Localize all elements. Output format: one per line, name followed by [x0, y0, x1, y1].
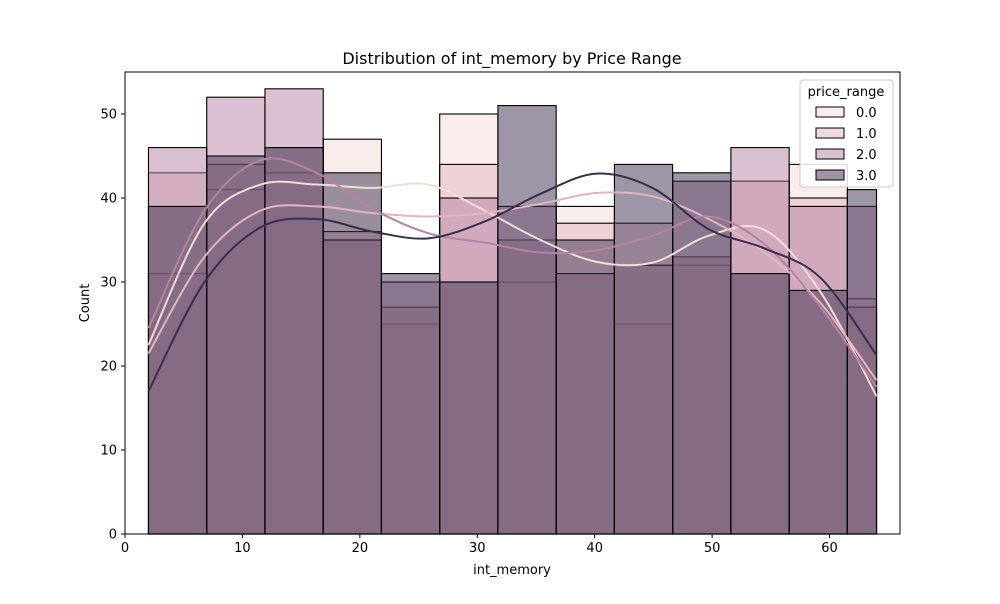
bar-3.0-bin-8: [613, 163, 674, 535]
bar-3.0-bin-0: [147, 205, 208, 535]
legend-swatch-2.0: [815, 148, 845, 160]
x-tick-label-30: 30: [469, 541, 486, 556]
x-tick-label-60: 60: [821, 541, 838, 556]
x-tick-label-0: 0: [121, 541, 129, 556]
kde-line-3.0: [147, 172, 878, 392]
axes-layer: 0 10 20 30 40 50 60 0 10 20 30 40 50: [100, 108, 837, 557]
x-axis-label: int_memory: [473, 563, 551, 578]
kde-line-2.0: [147, 157, 878, 388]
legend-swatch-0.0: [815, 106, 845, 118]
bar-3.0-bin-9: [672, 172, 732, 535]
legend-title: price_range: [808, 85, 885, 100]
bars-layer: [147, 88, 878, 535]
x-tick-label-20: 20: [352, 541, 369, 556]
bar-3.0-bin-7: [555, 239, 615, 535]
x-tick-label-40: 40: [586, 541, 603, 556]
y-tick-label-50: 50: [100, 108, 117, 123]
plot-frame: [124, 71, 901, 535]
y-tick-label-20: 20: [100, 360, 117, 375]
legend-swatch-3.0: [815, 169, 845, 181]
chart-title: Distribution of int_memory by Price Rang…: [342, 49, 681, 69]
legend-swatch-1.0: [815, 127, 845, 139]
bar-3.0-bin-5: [439, 281, 499, 535]
y-tick-label-40: 40: [100, 192, 117, 207]
bar-3.0-bin-4: [380, 273, 441, 535]
legend-items: 0.0 1.0 2.0 3.0: [815, 106, 877, 184]
bar-3.0-bin-10: [730, 273, 790, 535]
legend-label-1.0: 1.0: [856, 127, 877, 142]
legend-label-0.0: 0.0: [856, 106, 877, 121]
legend-label-2.0: 2.0: [856, 148, 877, 163]
y-tick-label-10: 10: [100, 444, 117, 459]
bar-3.0-bin-1: [206, 155, 266, 535]
bar-3.0-bin-3: [322, 172, 383, 535]
bar-3.0-bin-12: [846, 189, 878, 535]
legend: price_range 0.0 1.0 2.0 3.0: [799, 79, 894, 188]
y-tick-label-30: 30: [100, 276, 117, 291]
x-tick-label-10: 10: [234, 541, 251, 556]
y-axis-label: Count: [78, 284, 93, 323]
kde-layer: [147, 157, 878, 397]
bar-3.0-bin-6: [497, 105, 557, 535]
kde-line-0.0: [147, 180, 878, 397]
y-tick-label-0: 0: [109, 528, 117, 543]
x-tick-label-50: 50: [704, 541, 721, 556]
legend-label-3.0: 3.0: [856, 169, 877, 184]
